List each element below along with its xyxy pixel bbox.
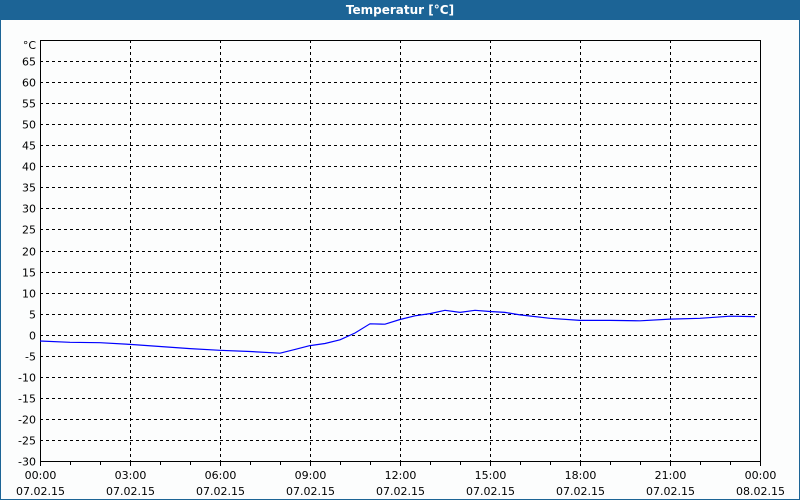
y-tick-label: 50 [22, 119, 36, 132]
chart-title: Temperatur [°C] [0, 0, 800, 20]
x-tick-date: 07.02.15 [376, 485, 425, 498]
y-tick-label: 10 [22, 288, 36, 301]
x-tick-time: 00:00 [25, 469, 57, 482]
y-tick-label: 25 [22, 224, 36, 237]
x-tick-date: 07.02.15 [646, 485, 695, 498]
x-tick-date: 08.02.15 [736, 485, 785, 498]
x-tick-date: 07.02.15 [196, 485, 245, 498]
x-tick-time: 21:00 [655, 469, 687, 482]
x-tick-time: 09:00 [295, 469, 327, 482]
x-tick-date: 07.02.15 [16, 485, 65, 498]
y-tick-label: 0 [29, 330, 36, 343]
y-tick-label: -20 [18, 414, 36, 427]
y-tick-label: 65 [22, 56, 36, 69]
y-tick-label: 45 [22, 140, 36, 153]
x-tick-time: 00:00 [745, 469, 777, 482]
y-tick-label: -5 [25, 351, 36, 364]
y-tick-label: 30 [22, 203, 36, 216]
x-tick-date: 07.02.15 [556, 485, 605, 498]
y-tick-label: -25 [18, 435, 36, 448]
y-tick-label: 55 [22, 98, 36, 111]
y-tick-label: 35 [22, 182, 36, 195]
x-tick-date: 07.02.15 [286, 485, 335, 498]
x-tick-date: 07.02.15 [466, 485, 515, 498]
y-axis-unit: °C [23, 39, 37, 52]
x-tick-time: 03:00 [115, 469, 147, 482]
y-tick-label: 15 [22, 267, 36, 280]
y-tick-label: -30 [18, 456, 36, 469]
y-tick-label: 20 [22, 246, 36, 259]
x-tick-date: 07.02.15 [106, 485, 155, 498]
x-tick-time: 18:00 [565, 469, 597, 482]
y-tick-label: -15 [18, 393, 36, 406]
temperature-line [39, 309, 756, 354]
x-tick-time: 06:00 [205, 469, 237, 482]
y-tick-label: 60 [22, 77, 36, 90]
y-tick-label: 40 [22, 161, 36, 174]
y-tick-label: 5 [29, 309, 36, 322]
x-tick-time: 12:00 [385, 469, 417, 482]
y-tick-label: -10 [18, 372, 36, 385]
x-tick-time: 15:00 [475, 469, 507, 482]
plot-border [40, 40, 761, 462]
